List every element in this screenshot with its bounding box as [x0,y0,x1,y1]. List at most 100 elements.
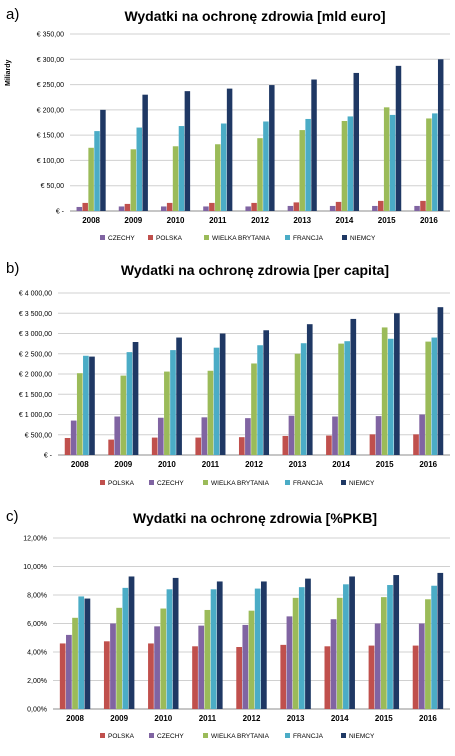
bar-francja-2013 [298,587,305,709]
bar-francja-2015 [387,338,394,455]
bar-polska-2014 [326,435,332,455]
legend-entry: FRANCJA [293,235,324,242]
bar-francja-2013 [300,343,307,455]
bar-czechy-2016 [419,414,425,455]
x-tick-label: 2008 [66,714,84,723]
legend-entry: NIEMCY [350,235,376,242]
legend-swatch [148,235,153,240]
bar-chart-svg: € - € 50,00 € 100,00 € 150,00 € 200,00 € 250,… [37,32,450,242]
bar-czechy-2015 [372,205,378,211]
panel-label: b) [6,260,20,277]
legend-entry: POLSKA [108,480,135,487]
legend-entry: NIEMCY [349,480,375,487]
legend-swatch [149,480,154,485]
bar-polska-2016 [413,434,419,455]
bar-wielka-brytania-2012 [251,363,257,455]
bar-niemcy-2009 [132,342,139,455]
bar-czechy-2011 [198,625,205,709]
legend-swatch [100,480,105,485]
bar-francja-2012 [254,588,261,709]
bar-polska-2011 [209,202,215,211]
bar-czechy-2016 [414,205,420,211]
bar-niemcy-2012 [263,330,270,455]
legend-swatch [204,235,209,240]
bar-wielka-brytania-2012 [257,138,263,211]
bar-niemcy-2010 [172,577,179,709]
bar-polska-2013 [282,435,289,455]
y-tick-label: 12,00% [23,536,47,543]
legend-swatch [342,235,347,240]
y-tick-label: € 2 500,00 [19,351,52,358]
bar-francja-2010 [170,350,176,455]
legend-swatch [285,480,290,485]
bar-niemcy-2009 [128,576,135,709]
legend-entry: POLSKA [108,733,135,740]
bar-wielka-brytania-2014 [338,343,344,455]
bar-polska-2011 [195,437,202,455]
y-tick-label: € - [44,453,53,460]
x-tick-label: 2012 [251,216,269,225]
x-tick-label: 2012 [245,460,263,469]
x-tick-label: 2015 [375,714,393,723]
bar-wielka-brytania-2016 [425,599,431,709]
bar-wielka-brytania-2013 [294,353,301,455]
y-tick-label: € 50,00 [41,183,64,190]
bar-polska-2014 [324,646,331,709]
bar-polska-2010 [148,643,154,709]
legend-entry: CZECHY [157,733,184,740]
bar-niemcy-2010 [184,91,191,211]
bar-wielka-brytania-2015 [381,327,388,455]
bar-wielka-brytania-2010 [164,371,170,455]
legend-entry: WIELKA BRYTANIA [211,480,270,487]
bar-polska-2009 [103,641,110,709]
bar-chart-svg: € - € 500,00 € 1 000,00 € 1 500,00 € 2 000,0… [19,291,450,487]
x-tick-label: 2016 [419,714,437,723]
bar-wielka-brytania-2008 [88,147,94,211]
bar-wielka-brytania-2009 [120,375,127,455]
legend-swatch [149,733,154,738]
legend-entry: FRANCJA [293,480,324,487]
legend-entry: NIEMCY [349,733,375,740]
legend-entry: WIELKA BRYTANIA [211,733,270,740]
legend-swatch [100,733,105,738]
bar-czechy-2014 [330,619,337,709]
bar-polska-2016 [412,645,419,709]
bar-francja-2014 [347,116,354,211]
bar-francja-2016 [432,113,438,211]
y-tick-label: € 2 000,00 [19,372,52,379]
bar-czechy-2010 [160,206,167,211]
bar-francja-2015 [387,585,393,709]
legend-entry: WIELKA BRYTANIA [212,235,271,242]
bar-niemcy-2012 [260,581,267,709]
bar-niemcy-2010 [176,337,182,455]
x-tick-label: 2013 [289,460,307,469]
bar-czechy-2014 [329,205,336,211]
bar-niemcy-2015 [393,575,400,709]
bar-polska-2013 [293,202,300,211]
bar-wielka-brytania-2008 [76,373,83,455]
y-axis-label: Miliardy [5,59,12,86]
bar-francja-2009 [126,352,133,455]
bar-wielka-brytania-2011 [215,144,221,211]
bar-czechy-2016 [418,623,425,709]
bar-czechy-2008 [70,420,77,455]
legend-swatch [341,733,346,738]
y-tick-label: € 4 000,00 [19,291,52,298]
y-tick-label: 6,00% [27,621,47,628]
bar-polska-2016 [420,200,426,211]
x-tick-label: 2013 [293,216,311,225]
bar-polska-2010 [166,202,173,211]
bar-niemcy-2016 [437,572,444,709]
bar-czechy-2008 [66,634,72,709]
bar-polska-2014 [335,201,342,211]
legend-entry: CZECHY [157,480,184,487]
bar-czechy-2009 [110,623,116,709]
x-tick-label: 2008 [71,460,89,469]
bar-niemcy-2009 [142,94,148,211]
bar-wielka-brytania-2013 [292,597,299,709]
legend-entry: FRANCJA [293,733,324,740]
bar-francja-2014 [343,584,349,709]
bar-wielka-brytania-2010 [172,146,179,211]
bar-polska-2008 [82,202,88,211]
chart-panel-a: a) Wydatki na ochronę zdrowia [mld euro]… [0,0,455,250]
